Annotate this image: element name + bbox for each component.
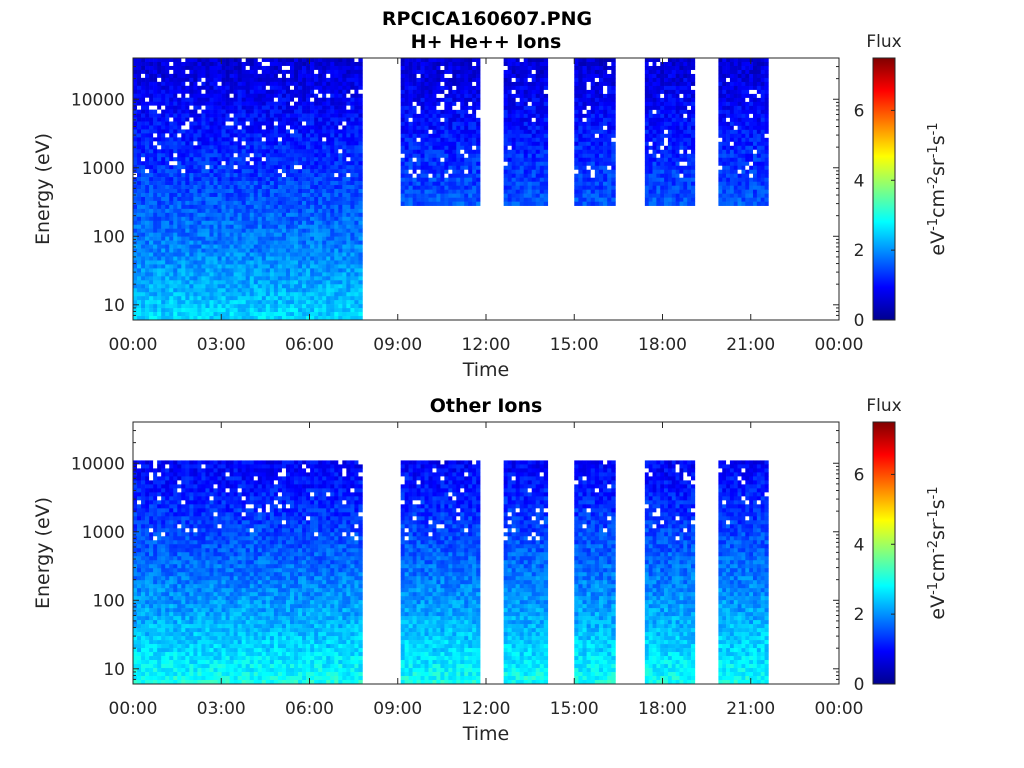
panel-h-he-ions: H+ He++ Ions 00:00 03:00 06:00 09:00 12:00 15:… [32, 31, 949, 381]
data-interval [503, 58, 549, 206]
y-tick-label: 1000 [82, 159, 125, 179]
x-tick-label: 03:00 [197, 335, 246, 355]
data-interval [133, 58, 363, 321]
unit-base: sr [927, 522, 949, 540]
x-axis-label: Time [462, 723, 510, 745]
unit-exponent: -1 [926, 145, 941, 158]
data-interval [574, 460, 616, 685]
x-axis-label: Time [462, 359, 510, 381]
unit-exponent: -2 [926, 176, 941, 189]
unit-exponent: -1 [926, 218, 941, 231]
x-tick-label: 06:00 [285, 699, 334, 719]
y-axis-label: Energy (eV) [32, 497, 54, 609]
unit-base: sr [927, 158, 949, 176]
colorbar-tick-label: 2 [854, 605, 865, 625]
colorbar-tick-label: 0 [854, 311, 865, 331]
figure-title: RPCICA160607.PNG [382, 8, 592, 30]
unit-exponent: -1 [926, 122, 941, 135]
colorbar-tick-label: 2 [854, 241, 865, 261]
y-tick-label: 10 [103, 660, 125, 680]
x-tick-label: 00:00 [815, 335, 864, 355]
unit-base: eV [927, 231, 949, 256]
x-tick-label: 06:00 [285, 335, 334, 355]
y-tick-label: 10 [103, 296, 125, 316]
x-tick-label: 21:00 [726, 335, 775, 355]
x-tick-label: 00:00 [109, 335, 158, 355]
y-tick-label: 100 [93, 227, 125, 247]
y-tick-label: 100 [93, 591, 125, 611]
unit-exponent: -1 [926, 509, 941, 522]
colorbar-tick-label: 6 [854, 101, 865, 121]
x-tick-label: 03:00 [197, 699, 246, 719]
unit-exponent: -1 [926, 582, 941, 595]
x-tick-label: 15:00 [550, 699, 599, 719]
unit-base: eV [927, 595, 949, 620]
x-tick-label: 18:00 [638, 699, 687, 719]
unit-exponent: -1 [926, 486, 941, 499]
unit-base: s [927, 135, 949, 145]
panel-title: H+ He++ Ions [411, 31, 562, 53]
x-tick-label: 15:00 [550, 335, 599, 355]
x-tick-label: 21:00 [726, 699, 775, 719]
unit-base: s [927, 499, 949, 509]
x-tick-label: 09:00 [373, 335, 422, 355]
x-tick-label: 12:00 [462, 699, 511, 719]
colorbar-tick-label: 4 [854, 171, 865, 191]
data-interval [574, 58, 616, 206]
colorbar-units-label: eV-1cm-2sr-1s-1 [926, 486, 949, 619]
colorbar-title: Flux [866, 32, 901, 52]
data-interval [718, 460, 769, 685]
colorbar-tick-label: 4 [854, 535, 865, 555]
colorbar-units-label: eV-1cm-2sr-1s-1 [926, 122, 949, 255]
x-tick-label: 18:00 [638, 335, 687, 355]
unit-base: cm [927, 553, 949, 582]
data-interval [644, 460, 696, 685]
colorbar-title: Flux [866, 396, 901, 416]
x-tick-label: 12:00 [462, 335, 511, 355]
spectrogram-cells [133, 58, 769, 321]
data-interval [718, 58, 769, 206]
colorbar-tick-label: 0 [854, 675, 865, 695]
x-tick-label: 09:00 [373, 699, 422, 719]
spectrogram-cells [133, 460, 769, 685]
unit-exponent: -2 [926, 540, 941, 553]
colorbar [872, 57, 896, 321]
panel-other-ions: Other Ions 00:00 03:00 06:00 09:00 12:00 15:00… [32, 395, 949, 745]
colorbar [872, 421, 896, 685]
unit-base: cm [927, 189, 949, 218]
data-interval [400, 58, 481, 206]
x-tick-label: 00:00 [815, 699, 864, 719]
y-axis-label: Energy (eV) [32, 133, 54, 245]
data-interval [133, 460, 363, 685]
y-tick-label: 10000 [71, 454, 125, 474]
data-interval [400, 460, 481, 685]
x-tick-label: 00:00 [109, 699, 158, 719]
data-interval [503, 460, 549, 685]
y-tick-label: 10000 [71, 90, 125, 110]
data-interval [644, 58, 696, 206]
panel-title: Other Ions [430, 395, 543, 417]
colorbar-tick-label: 6 [854, 465, 865, 485]
y-tick-label: 1000 [82, 523, 125, 543]
